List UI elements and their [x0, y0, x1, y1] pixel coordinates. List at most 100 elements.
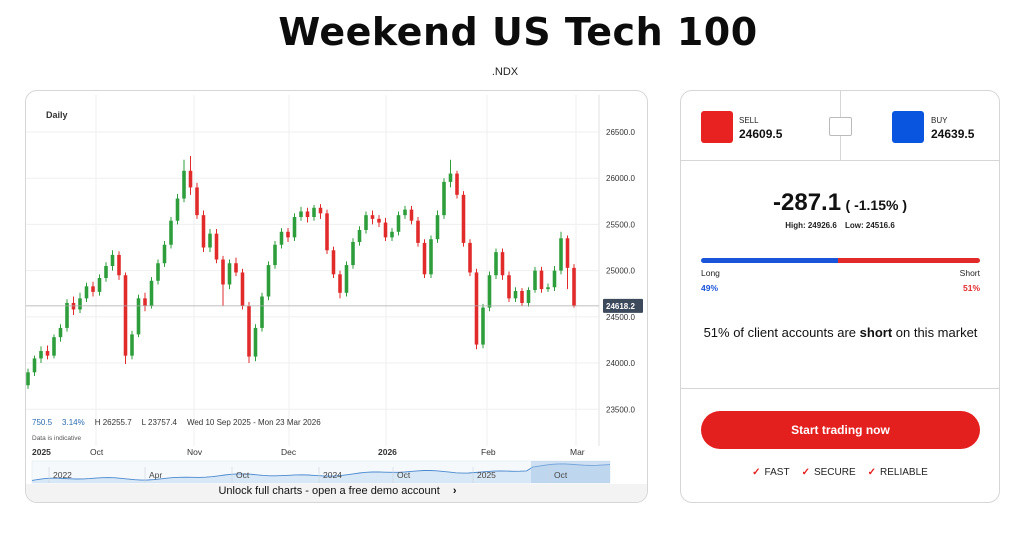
- candle-body: [565, 238, 570, 268]
- candle-body: [370, 215, 375, 219]
- candle-body: [305, 211, 310, 218]
- candle-body: [221, 259, 225, 285]
- sentiment-bar: [701, 258, 980, 263]
- summary-bold: short: [859, 325, 893, 340]
- navigator-label: Apr: [149, 470, 162, 480]
- candle-body: [351, 241, 355, 266]
- feature-badges: ✓ FAST ✓ SECURE ✓ RELIABLE: [681, 467, 999, 478]
- y-tick-label: 24000.0: [606, 359, 635, 368]
- unlock-charts-link[interactable]: Unlock full charts - open a free demo ac…: [26, 485, 647, 497]
- badge-text: RELIABLE: [880, 467, 928, 478]
- candle-body: [338, 274, 342, 293]
- candle-body: [240, 272, 245, 306]
- candle-body: [162, 244, 167, 264]
- candle-body: [299, 211, 303, 218]
- candle-body: [58, 327, 63, 338]
- y-tick-label: 25500.0: [606, 220, 635, 229]
- y-tick-label: 23500.0: [606, 405, 635, 414]
- candle-body: [45, 351, 50, 356]
- candle-body: [286, 231, 290, 238]
- candle-body: [396, 215, 401, 232]
- candle-body: [84, 286, 89, 299]
- high-low: High: 24926.6 Low: 24516.6: [681, 221, 999, 230]
- current-price-label: 24618.2: [606, 302, 635, 311]
- short-label: Short: [959, 268, 980, 278]
- navigator-label: 2022: [53, 470, 72, 480]
- navigator-line: [31, 463, 611, 481]
- candle-body: [78, 298, 82, 310]
- candle-body: [104, 266, 108, 279]
- unlock-bar-bg: [26, 484, 647, 502]
- indicative-note: Data is indicative: [32, 435, 82, 442]
- spread-box: [829, 117, 852, 136]
- candle-body: [39, 351, 43, 359]
- candle-body: [91, 286, 95, 292]
- x-tick-label: Oct: [90, 447, 104, 457]
- candle-body: [97, 278, 102, 292]
- navigator-label: Oct: [554, 470, 568, 480]
- candle-body: [507, 275, 511, 299]
- badge-reliable: ✓ RELIABLE: [868, 467, 928, 478]
- summary-prefix: 51% of client accounts are: [703, 325, 860, 340]
- candle-body: [208, 233, 212, 248]
- candle-body: [377, 218, 381, 223]
- candle-body: [52, 337, 56, 356]
- candle-body: [357, 229, 362, 242]
- candle-body: [520, 290, 524, 303]
- cta-divider: [681, 388, 999, 389]
- candle-body: [442, 181, 446, 216]
- sell-label: SELL: [739, 116, 759, 125]
- long-percent: 49%: [701, 283, 719, 293]
- chevron-right-icon: ›: [452, 485, 457, 497]
- candle-body: [312, 207, 316, 218]
- stat-high: H 26255.7: [94, 418, 132, 427]
- candle-body: [526, 290, 531, 303]
- change-percent: ( -1.15% ): [845, 197, 907, 213]
- candle-body: [253, 327, 258, 357]
- badge-secure: ✓ SECURE: [802, 467, 856, 478]
- short-percent: 51%: [962, 283, 980, 293]
- chart-stats: 750.5 3.14% H 26255.7 L 23757.4 Wed 10 S…: [32, 418, 321, 427]
- badge-text: SECURE: [813, 467, 856, 478]
- candle-body: [117, 254, 121, 276]
- sell-button[interactable]: [701, 111, 733, 143]
- x-tick-label: Mar: [570, 447, 585, 457]
- candle-body: [279, 231, 284, 245]
- sentiment-long-fill: [701, 258, 838, 263]
- change-value: -287.1: [773, 189, 842, 216]
- candle-body: [461, 194, 466, 243]
- y-tick-label: 26500.0: [606, 128, 635, 137]
- navigator-area: [32, 463, 610, 483]
- chart-panel[interactable]: 26500.0 26000.0 25500.0 25000.0 24500.0 24000…: [25, 90, 648, 503]
- candle-body: [331, 250, 336, 275]
- candle-body: [494, 252, 498, 276]
- candle-body: [383, 222, 388, 238]
- check-icon: ✓: [867, 467, 877, 478]
- badge-fast: ✓ FAST: [752, 467, 789, 478]
- instrument-symbol: .NDX: [491, 66, 519, 78]
- check-icon: ✓: [752, 467, 761, 478]
- timeframe-label: Daily: [46, 110, 68, 120]
- candle-body: [539, 270, 544, 290]
- candle-body: [143, 298, 147, 306]
- day-high: High: 24926.6: [785, 221, 837, 230]
- price-chart[interactable]: 26500.0 26000.0 25500.0 25000.0 24500.0 24000…: [26, 91, 648, 503]
- candle-body: [214, 233, 219, 260]
- candle-body: [26, 372, 30, 386]
- start-trading-button[interactable]: Start trading now: [701, 411, 980, 449]
- candle-body: [325, 213, 329, 251]
- buy-button[interactable]: [892, 111, 924, 143]
- unlock-text: Unlock full charts - open a free demo ac…: [218, 485, 440, 497]
- stat-range: Wed 10 Sep 2025 - Mon 23 Mar 2026: [186, 418, 321, 427]
- candle-body: [260, 296, 264, 328]
- check-icon: ✓: [801, 467, 810, 478]
- candle-body: [123, 275, 128, 356]
- badge-text: FAST: [764, 467, 790, 478]
- candle-body: [136, 298, 141, 335]
- candle-body: [435, 215, 440, 240]
- candle-body: [364, 215, 368, 230]
- x-tick-label: Feb: [481, 447, 496, 457]
- y-tick-label: 26000.0: [606, 174, 635, 183]
- stat-change: 750.5: [32, 418, 53, 427]
- price-change: -287.1 ( -1.15% ): [681, 189, 999, 217]
